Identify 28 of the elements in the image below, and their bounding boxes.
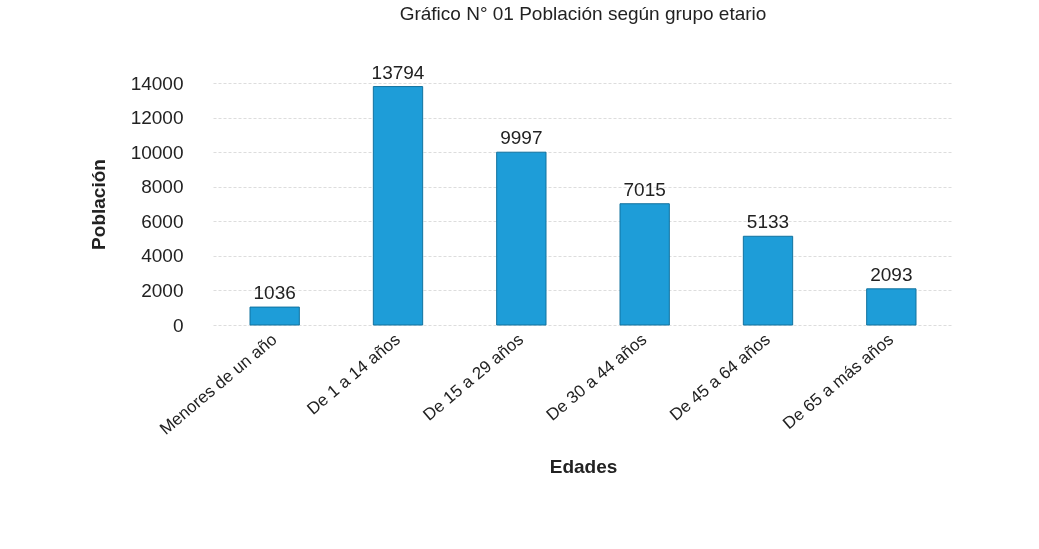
x-tick-label: De 30 a 44 años bbox=[542, 329, 651, 425]
bar bbox=[496, 151, 547, 326]
bar bbox=[742, 235, 794, 326]
y-axis-title: Población bbox=[87, 159, 109, 250]
x-tick-label: De 45 a 64 años bbox=[666, 329, 774, 425]
chart-title: Gráfico N° 01 Población según grupo etario bbox=[399, 2, 767, 24]
x-axis-title: Edades bbox=[549, 455, 618, 477]
bar bbox=[866, 288, 917, 326]
y-tick-label: 10000 bbox=[130, 141, 184, 163]
data-label: 13794 bbox=[371, 61, 425, 83]
y-tick-label: 8000 bbox=[141, 176, 184, 198]
data-label: 7015 bbox=[623, 178, 666, 200]
y-tick-label: 2000 bbox=[141, 279, 184, 301]
y-tick-label: 0 bbox=[172, 314, 184, 336]
y-tick-label: 6000 bbox=[141, 210, 184, 232]
data-label: 1036 bbox=[253, 282, 296, 304]
data-label: 2093 bbox=[870, 263, 913, 285]
bar bbox=[372, 86, 424, 326]
data-label: 9997 bbox=[500, 127, 543, 149]
y-tick-label: 4000 bbox=[141, 245, 184, 267]
x-tick-label: De 1 a 14 años bbox=[303, 329, 404, 419]
y-tick-label: 14000 bbox=[130, 72, 184, 94]
x-tick-label: De 65 a más años bbox=[779, 329, 898, 434]
bar bbox=[619, 203, 670, 326]
x-tick-label: De 15 a 29 años bbox=[419, 329, 528, 425]
data-label: 5133 bbox=[746, 211, 790, 233]
y-tick-label: 12000 bbox=[130, 107, 184, 129]
bar bbox=[249, 306, 300, 326]
